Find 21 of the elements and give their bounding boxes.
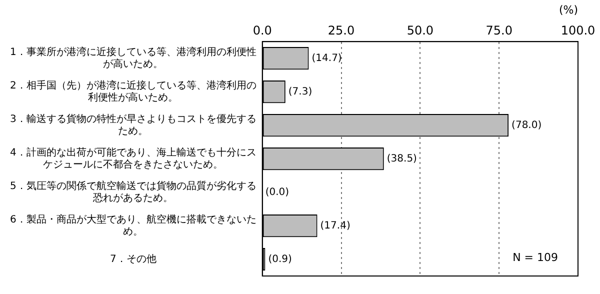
data-label: (78.0) (512, 120, 542, 131)
x-tick-label: 75.0 (486, 24, 512, 38)
x-tick-label: 50.0 (406, 24, 434, 38)
data-label: (7.3) (288, 86, 312, 98)
data-label: (17.4) (320, 220, 350, 232)
x-tick-label: 25.0 (328, 24, 355, 38)
y-tick-label: 2．相手国（先）が港湾に近接している等、港湾利用の利便性が高いため。 (10, 79, 256, 104)
data-label: (38.5) (386, 153, 418, 164)
annotation: N = 109 (512, 250, 558, 264)
data-label: (0.0) (265, 186, 290, 198)
data-label: (0.9) (268, 254, 292, 265)
data-label: (14.7) (312, 52, 342, 64)
x-tick-label: 100.0 (560, 24, 596, 38)
y-tick-label: 1．事業所が港湾に近接している等、港湾利用の利便性が高いため。 (10, 46, 256, 70)
x-axis-title: (%) (558, 3, 578, 16)
y-tick-label: 5．気圧等の関係で航空輸送では貨物の品質が劣化する恐れがあるため。 (10, 180, 256, 204)
y-tick-label: 4．計画的な出荷が可能であり、海上輸送でも十分にスケジュールに不都合をきたさないため。 (10, 146, 256, 170)
x-tick-label: 0.0 (252, 24, 272, 38)
y-tick-label: 6．製品・商品が大型であり、航空機に搭載できないため。 (10, 213, 256, 238)
y-tick-label: 3．輸送する貨物の特性が早さよりもコストを優先するため。 (10, 112, 256, 137)
y-tick-label: 7．その他 (110, 252, 156, 265)
